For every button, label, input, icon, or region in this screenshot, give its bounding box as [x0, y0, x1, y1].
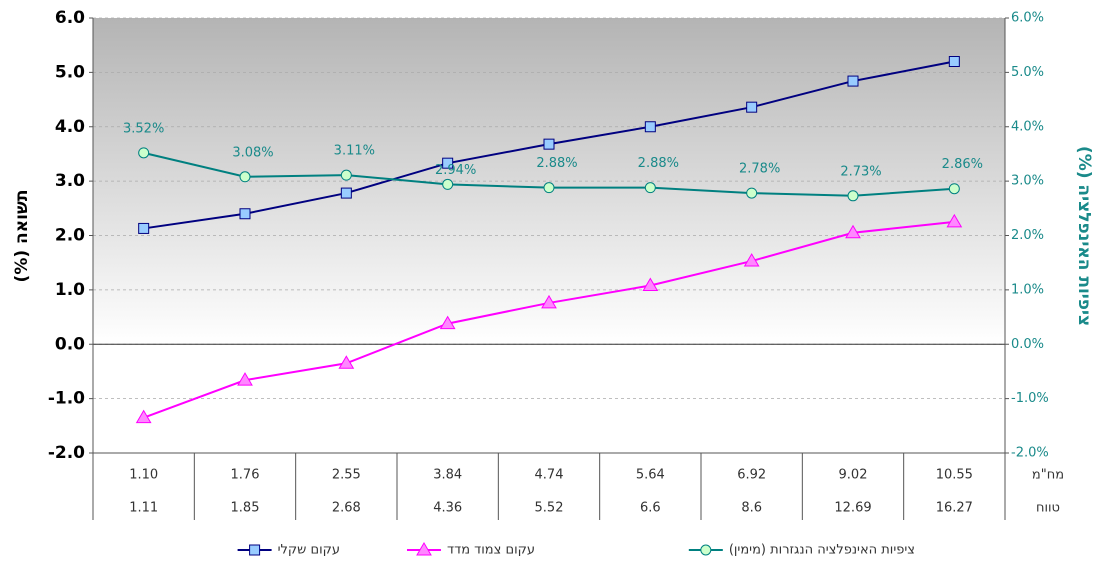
data-point	[948, 183, 960, 195]
data-label: 2.78%	[739, 162, 780, 177]
legend-marker	[700, 544, 712, 556]
data-point	[847, 190, 859, 202]
x-tick-label-secondary: 1.11	[129, 501, 158, 516]
data-label: 2.88%	[536, 156, 577, 171]
y2-tick-label: 4.0%	[1011, 119, 1044, 134]
x-tick-label: 3.84	[433, 468, 462, 483]
data-point	[644, 182, 656, 194]
y2-tick-label: 2.0%	[1011, 228, 1044, 243]
row-label: טווח	[1036, 501, 1060, 516]
x-tick-label: 4.74	[535, 468, 564, 483]
data-point	[845, 224, 861, 239]
data-label: 2.88%	[638, 156, 679, 171]
data-label: 3.08%	[232, 145, 273, 160]
y-tick-label: -2.0	[48, 443, 85, 463]
y-tick-label: 3.0	[55, 171, 85, 191]
y2-tick-label: 5.0%	[1011, 65, 1044, 80]
data-point	[442, 157, 454, 169]
y2-tick-label: 3.0%	[1011, 174, 1044, 189]
row-label: מח"מ	[1032, 468, 1064, 483]
x-tick-label: 1.76	[231, 468, 260, 483]
x-tick-label-secondary: 5.52	[535, 501, 564, 516]
x-tick-label-secondary: 12.69	[834, 501, 871, 516]
data-point	[543, 182, 555, 194]
y-axis-label: תשואה (%)	[12, 190, 32, 283]
data-label: 2.86%	[942, 157, 983, 172]
data-label: 2.73%	[840, 164, 881, 179]
data-point	[135, 409, 152, 424]
data-point	[338, 355, 355, 369]
legend-label: עקום שקלי	[278, 543, 340, 558]
legend-label: ציפיות האינפלציה הנגזרות (מימין)	[729, 543, 915, 558]
x-tick-label-secondary: 6.6	[640, 501, 661, 516]
data-point	[541, 294, 557, 309]
y-tick-label: -1.0	[48, 389, 85, 409]
data-point	[340, 169, 352, 181]
y-tick-label: 4.0	[55, 117, 85, 137]
x-tick-label: 9.02	[839, 468, 868, 483]
data-point	[442, 178, 454, 190]
layer: 6.0 5.0 4.0 3.0 2.0 1.0 0.0 -1.0 -2.0 6.0% 5.0% 4.0…	[48, 8, 1064, 558]
y2-tick-label: -1.0%	[1011, 391, 1049, 406]
data-point	[743, 253, 760, 267]
x-tick-label-secondary: 2.68	[332, 501, 361, 516]
y-tick-label: 5.0	[55, 62, 85, 82]
x-tick-label: 6.92	[737, 468, 766, 483]
y2-tick-label: 0.0%	[1011, 337, 1044, 352]
x-tick-label-secondary: 16.27	[936, 501, 973, 516]
x-tick-label: 5.64	[636, 468, 665, 483]
x-tick-label: 2.55	[332, 468, 361, 483]
data-label: 2.94%	[435, 163, 476, 178]
data-label: 3.11%	[334, 144, 375, 159]
legend-marker	[416, 542, 432, 556]
y2-axis-label: ציפיות האינפלציה (%)	[1074, 146, 1094, 326]
data-point	[946, 213, 963, 228]
x-tick-label-secondary: 8.6	[741, 501, 762, 516]
x-tick-label: 1.10	[129, 468, 158, 483]
data-label: 3.52%	[123, 121, 164, 136]
x-tick-label: 10.55	[936, 468, 973, 483]
y-tick-label: 6.0	[55, 8, 85, 28]
data-point	[138, 147, 150, 159]
y2-tick-label: 6.0%	[1011, 11, 1044, 26]
x-tick-label-secondary: 4.36	[433, 501, 462, 516]
data-point	[746, 187, 758, 199]
data-point	[340, 187, 352, 199]
data-point	[847, 75, 859, 87]
data-point	[439, 315, 456, 330]
data-point	[746, 101, 758, 113]
data-point	[543, 138, 555, 150]
legend-label: עקום צמוד מדד	[447, 543, 535, 558]
data-point	[138, 222, 150, 234]
x-tick-label-secondary: 1.85	[231, 501, 260, 516]
data-point	[239, 171, 251, 183]
y-tick-label: 1.0	[55, 280, 85, 300]
y2-tick-label: -2.0%	[1011, 446, 1049, 461]
y2-tick-label: 1.0%	[1011, 282, 1044, 297]
data-point	[642, 277, 659, 292]
legend-marker	[249, 544, 261, 556]
data-point	[948, 56, 960, 67]
data-point	[644, 121, 656, 133]
y-tick-label: 2.0	[55, 226, 85, 246]
y-tick-label: 0.0	[55, 334, 85, 354]
data-point	[237, 372, 253, 386]
data-point	[239, 208, 251, 220]
